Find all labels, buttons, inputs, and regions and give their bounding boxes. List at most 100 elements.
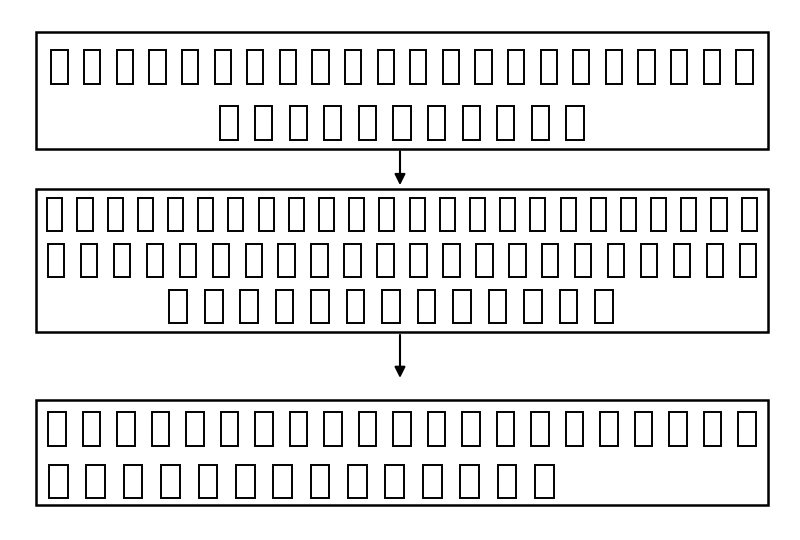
Bar bbox=[462, 413, 480, 446]
Bar bbox=[36, 189, 768, 332]
Bar bbox=[635, 413, 652, 446]
Bar bbox=[180, 244, 196, 277]
Bar bbox=[311, 289, 329, 323]
Bar bbox=[170, 289, 187, 323]
Bar bbox=[475, 51, 492, 84]
Bar bbox=[738, 413, 756, 446]
Bar bbox=[378, 51, 394, 84]
Bar bbox=[221, 413, 238, 446]
Bar bbox=[117, 51, 133, 84]
Bar bbox=[671, 51, 687, 84]
Bar bbox=[500, 198, 515, 232]
Bar bbox=[290, 413, 307, 446]
Bar bbox=[324, 106, 342, 140]
Bar bbox=[319, 198, 334, 232]
Bar bbox=[575, 244, 591, 277]
Bar bbox=[531, 413, 549, 446]
Bar bbox=[736, 51, 753, 84]
Bar bbox=[344, 244, 361, 277]
Bar bbox=[595, 289, 613, 323]
Bar bbox=[460, 465, 479, 498]
Bar bbox=[428, 413, 445, 446]
Bar bbox=[386, 465, 404, 498]
Bar bbox=[107, 198, 122, 232]
Bar bbox=[182, 51, 198, 84]
Bar bbox=[530, 198, 546, 232]
Bar bbox=[524, 289, 542, 323]
Bar bbox=[81, 244, 98, 277]
Bar bbox=[590, 198, 606, 232]
Bar bbox=[349, 198, 364, 232]
Bar bbox=[394, 413, 410, 446]
Bar bbox=[78, 198, 93, 232]
Bar bbox=[674, 244, 690, 277]
Bar bbox=[410, 51, 426, 84]
Bar bbox=[358, 106, 376, 140]
Bar bbox=[168, 198, 183, 232]
Bar bbox=[118, 413, 134, 446]
Bar bbox=[213, 244, 229, 277]
Bar bbox=[278, 244, 295, 277]
Bar bbox=[86, 465, 105, 498]
Bar bbox=[542, 244, 558, 277]
Bar bbox=[742, 198, 757, 232]
Bar bbox=[82, 413, 100, 446]
Bar bbox=[36, 400, 768, 505]
Bar bbox=[214, 51, 231, 84]
Bar bbox=[509, 244, 526, 277]
Bar bbox=[541, 51, 557, 84]
Bar bbox=[48, 244, 64, 277]
Bar bbox=[236, 465, 254, 498]
Bar bbox=[641, 244, 658, 277]
Bar bbox=[186, 413, 203, 446]
Bar bbox=[205, 289, 222, 323]
Bar bbox=[428, 106, 446, 140]
Bar bbox=[443, 244, 460, 277]
Bar bbox=[138, 198, 153, 232]
Bar bbox=[740, 244, 756, 277]
Bar bbox=[48, 413, 66, 446]
Bar bbox=[150, 51, 166, 84]
Bar bbox=[228, 198, 243, 232]
Bar bbox=[246, 244, 262, 277]
Bar bbox=[84, 51, 100, 84]
Bar bbox=[152, 413, 169, 446]
Bar bbox=[497, 106, 514, 140]
Bar bbox=[704, 51, 720, 84]
Bar bbox=[290, 106, 307, 140]
Bar bbox=[638, 51, 654, 84]
Bar bbox=[706, 244, 723, 277]
Bar bbox=[255, 106, 272, 140]
Bar bbox=[348, 465, 366, 498]
Bar bbox=[442, 51, 459, 84]
Bar bbox=[462, 106, 480, 140]
Bar bbox=[240, 289, 258, 323]
Bar bbox=[198, 465, 218, 498]
Bar bbox=[682, 198, 697, 232]
Bar bbox=[711, 198, 726, 232]
Bar bbox=[346, 289, 365, 323]
Bar bbox=[36, 32, 768, 148]
Bar bbox=[561, 198, 576, 232]
Bar bbox=[566, 106, 584, 140]
Bar bbox=[394, 106, 410, 140]
Bar bbox=[161, 465, 180, 498]
Bar bbox=[310, 465, 330, 498]
Bar bbox=[311, 244, 328, 277]
Bar bbox=[566, 413, 583, 446]
Bar bbox=[532, 106, 549, 140]
Bar bbox=[508, 51, 524, 84]
Bar bbox=[410, 244, 426, 277]
Bar bbox=[497, 413, 514, 446]
Bar bbox=[312, 51, 329, 84]
Bar bbox=[651, 198, 666, 232]
Bar bbox=[423, 465, 442, 498]
Bar bbox=[440, 198, 455, 232]
Bar bbox=[274, 465, 292, 498]
Bar bbox=[47, 198, 62, 232]
Bar bbox=[379, 198, 394, 232]
Bar bbox=[606, 51, 622, 84]
Bar bbox=[378, 244, 394, 277]
Bar bbox=[255, 413, 273, 446]
Bar bbox=[559, 289, 578, 323]
